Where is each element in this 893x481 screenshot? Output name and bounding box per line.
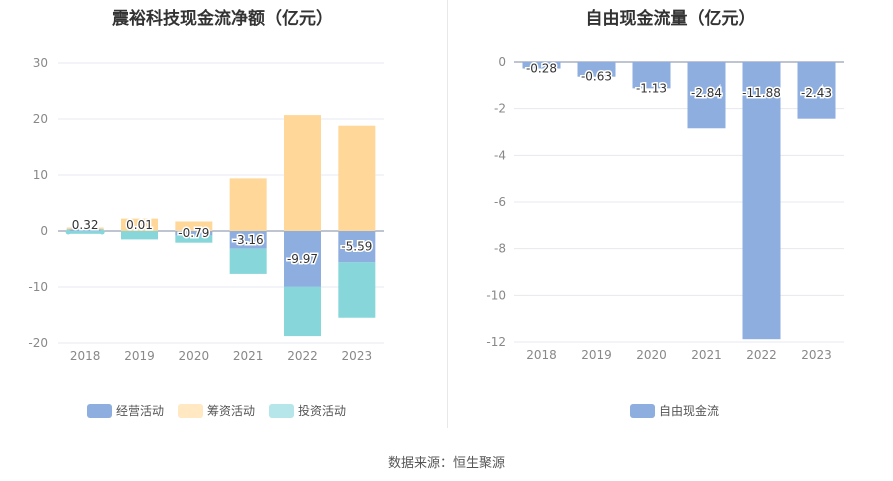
small-value-marker xyxy=(65,229,71,235)
y-tick-label: -6 xyxy=(494,195,506,209)
legend-swatch xyxy=(269,404,294,418)
legend-swatch xyxy=(178,404,203,418)
cash-flow-chart-title: 震裕科技现金流净额（亿元） xyxy=(112,9,333,29)
bar-segment xyxy=(338,231,376,263)
bar-segment xyxy=(229,248,267,274)
y-tick-label: -10 xyxy=(486,288,506,302)
x-tick-label: 2019 xyxy=(581,348,612,362)
bar xyxy=(577,62,616,77)
bar-segment xyxy=(175,221,213,231)
bar xyxy=(687,62,726,129)
bar-segment xyxy=(284,286,321,337)
free-cash-flow-chart: 0 -2 -4 -6 -8 -10 -12 -0.28 2018 -0.63 2019 -1.13 20… xyxy=(486,55,844,418)
bar-segment xyxy=(121,218,158,231)
x-tick-label: 2021 xyxy=(691,348,722,362)
bar-segment xyxy=(284,231,321,287)
data-label: -2.84 xyxy=(691,86,722,100)
bar-segment xyxy=(66,227,104,230)
x-tick-label: 2023 xyxy=(342,349,373,363)
bar-segment xyxy=(229,178,267,231)
small-value-marker xyxy=(99,229,105,235)
data-source-note: 数据来源：恒生聚源 xyxy=(387,456,505,471)
y-tick-label: -20 xyxy=(28,336,48,350)
y-tick-label: 20 xyxy=(33,112,48,126)
x-tick-label: 2022 xyxy=(287,349,318,363)
data-label: -1.13 xyxy=(636,81,667,95)
x-tick-label: 2018 xyxy=(526,348,557,362)
data-label: -3.16 xyxy=(233,233,264,247)
y-tick-label: -2 xyxy=(494,102,506,116)
x-tick-label: 2021 xyxy=(233,349,264,363)
data-label: 0.01 xyxy=(126,218,153,232)
bar xyxy=(742,62,781,340)
bar-segment xyxy=(338,125,376,231)
panel-divider xyxy=(447,0,448,428)
bar xyxy=(522,62,561,69)
y-tick-label: 0 xyxy=(40,224,48,238)
x-tick-label: 2022 xyxy=(746,348,777,362)
y-tick-label: -12 xyxy=(486,335,506,349)
bar-segment xyxy=(66,229,104,231)
bar-segment xyxy=(284,115,321,231)
bar-segment xyxy=(175,235,213,243)
y-tick-label: 0 xyxy=(498,55,506,69)
x-tick-label: 2019 xyxy=(124,349,155,363)
free-cash-flow-chart-title: 自由现金流量（亿元） xyxy=(585,9,756,29)
bar-segment xyxy=(121,231,158,240)
x-tick-label: 2023 xyxy=(801,348,832,362)
data-label: -9.97 xyxy=(287,252,318,266)
bar-segment xyxy=(66,231,104,234)
data-label: -2.43 xyxy=(801,86,832,100)
legend-label: 自由现金流 xyxy=(659,403,719,418)
y-tick-label: -10 xyxy=(28,280,48,294)
x-tick-label: 2020 xyxy=(636,348,667,362)
legend-swatch xyxy=(630,404,655,418)
y-tick-label: -4 xyxy=(494,148,506,162)
y-tick-label: 30 xyxy=(33,56,48,70)
y-tick-label: -8 xyxy=(494,242,506,256)
free-cash-flow-chart-panel: 自由现金流量（亿元） 0 -2 -4 -6 -8 -10 -12 -0.28 2018 -0.63… xyxy=(448,0,893,430)
data-label: -0.79 xyxy=(178,226,209,240)
data-label: -5.59 xyxy=(341,240,372,254)
cash-flow-chart: 30 20 10 0 -10 -20 2018 2019 2020 2021 2022 2023 0.3… xyxy=(28,56,384,418)
data-label: -0.28 xyxy=(526,62,557,76)
legend-label: 经营活动 xyxy=(116,404,164,418)
data-label: -11.88 xyxy=(742,86,781,100)
bar xyxy=(797,62,836,119)
x-tick-label: 2018 xyxy=(70,349,101,363)
bar-segment xyxy=(175,231,213,236)
legend-swatch xyxy=(87,404,112,418)
legend-label: 筹资活动 xyxy=(207,404,255,418)
data-label: -0.63 xyxy=(581,70,612,84)
cash-flow-chart-panel: 震裕科技现金流净额（亿元） 30 20 10 0 -10 -20 2018 2019 2020 2… xyxy=(0,0,445,430)
y-tick-label: 10 xyxy=(33,168,48,182)
bar-segment xyxy=(338,262,376,318)
legend-label: 投资活动 xyxy=(298,403,346,418)
data-label: 0.32 xyxy=(72,218,99,232)
bar xyxy=(632,62,671,89)
x-tick-label: 2020 xyxy=(179,349,210,363)
bar-segment xyxy=(229,231,267,249)
